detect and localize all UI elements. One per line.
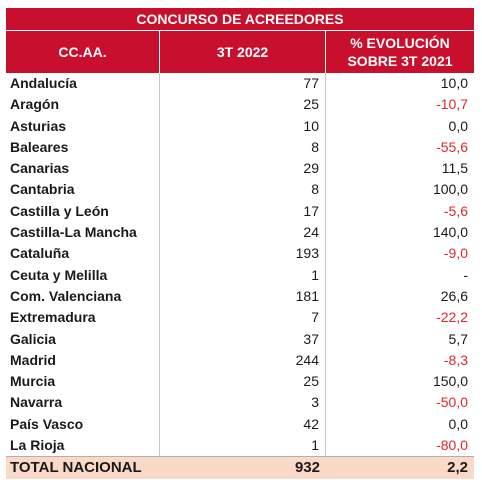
value-cell: 42 — [160, 413, 326, 436]
region-cell: Baleares — [6, 136, 160, 159]
value-cell: 77 — [160, 73, 326, 95]
value-cell: 17 — [160, 200, 326, 223]
table-row: Aragón 25 -10,7 — [6, 94, 474, 116]
insolvency-table: CONCURSO DE ACREEDORES CC.AA. 3T 2022 % … — [6, 8, 474, 480]
value-cell: 8 — [160, 136, 326, 159]
evolution-cell: -10,7 — [436, 96, 468, 113]
region-cell: Castilla-La Mancha — [6, 222, 160, 244]
evolution-cell: -8,3 — [443, 351, 468, 368]
region-cell: Murcia — [6, 371, 160, 393]
evolution-cell: -22,2 — [436, 309, 468, 326]
region-cell: Castilla y León — [6, 200, 160, 223]
value-cell: 181 — [160, 285, 326, 308]
table-row: País Vasco 42 0,0 — [6, 413, 474, 436]
header-row: CC.AA. 3T 2022 % EVOLUCIÓN SOBRE 3T 2021 — [6, 31, 474, 73]
value-cell: 8 — [160, 179, 326, 201]
region-cell: País Vasco — [6, 413, 160, 436]
value-cell: 1 — [160, 264, 326, 286]
value-cell: 7 — [160, 307, 326, 329]
evolution-cell: -9,0 — [443, 245, 468, 262]
table-row: Castilla y León 17 -5,6 — [6, 200, 474, 223]
header-evolution-line1: % EVOLUCIÓN — [350, 35, 450, 51]
table-row: Baleares 8 -55,6 — [6, 136, 474, 159]
table-row: Murcia 25 150,0 — [6, 371, 474, 393]
evolution-cell: -5,6 — [443, 202, 468, 219]
region-cell: Extremadura — [6, 307, 160, 329]
value-cell: 29 — [160, 158, 326, 180]
evolution-cell: 11,5 — [441, 160, 468, 177]
region-cell: Galicia — [6, 328, 160, 350]
value-cell: 25 — [160, 371, 326, 393]
table-row: Navarra 3 -50,0 — [6, 392, 474, 414]
value-cell: 193 — [160, 243, 326, 265]
total-evolution: 2,2 — [447, 459, 468, 477]
evolution-cell: 140,0 — [432, 224, 468, 241]
region-cell: La Rioja — [6, 435, 160, 457]
evolution-cell: 150,0 — [432, 373, 468, 390]
table-row: Asturias 10 0,0 — [6, 115, 474, 137]
table-row: Madrid 244 -8,3 — [6, 349, 474, 372]
region-cell: Cataluña — [6, 243, 160, 265]
table-row: La Rioja 1 -80,0 — [6, 435, 474, 457]
total-label: TOTAL NACIONAL — [10, 459, 142, 477]
table-row: Cataluña 193 -9,0 — [6, 243, 474, 265]
table-body: Andalucía 77 10,0 Aragón 25 -10,7 Asturias 10 0,… — [6, 73, 474, 457]
region-cell: Com. Valenciana — [6, 285, 160, 308]
evolution-cell: 26,6 — [440, 287, 468, 304]
evolution-cell: -80,0 — [436, 437, 468, 454]
value-cell: 24 — [160, 222, 326, 244]
total-row: TOTAL NACIONAL 932 2,2 — [6, 456, 474, 480]
value-cell: 37 — [160, 328, 326, 350]
region-cell: Madrid — [6, 349, 160, 372]
evolution-cell: 0,0 — [448, 415, 468, 432]
value-cell: 1 — [160, 435, 326, 457]
value-cell: 3 — [160, 392, 326, 414]
evolution-cell: - — [463, 266, 468, 283]
table-row: Com. Valenciana 181 26,6 — [6, 285, 474, 308]
table-title: CONCURSO DE ACREEDORES — [6, 8, 474, 31]
header-period: 3T 2022 — [160, 31, 326, 73]
table-row: Castilla-La Mancha 24 140,0 — [6, 222, 474, 244]
region-cell: Navarra — [6, 392, 160, 414]
region-cell: Andalucía — [6, 73, 160, 95]
table-row: Ceuta y Melilla 1 - — [6, 264, 474, 286]
value-cell: 244 — [160, 349, 326, 372]
region-cell: Ceuta y Melilla — [6, 264, 160, 286]
evolution-cell: -50,0 — [436, 394, 468, 411]
evolution-cell: 0,0 — [448, 117, 468, 134]
value-cell: 25 — [160, 94, 326, 116]
region-cell: Asturias — [6, 115, 160, 137]
table-row: Andalucía 77 10,0 — [6, 73, 474, 95]
table-row: Canarias 29 11,5 — [6, 158, 474, 180]
table-row: Galicia 37 5,7 — [6, 328, 474, 350]
evolution-cell: 100,0 — [432, 181, 468, 198]
value-cell: 10 — [160, 115, 326, 137]
evolution-cell: 5,7 — [448, 330, 468, 347]
header-region: CC.AA. — [6, 31, 160, 73]
region-cell: Aragón — [6, 94, 160, 116]
evolution-cell: -55,6 — [436, 138, 468, 155]
region-cell: Cantabria — [6, 179, 160, 201]
header-evolution: % EVOLUCIÓN SOBRE 3T 2021 — [326, 31, 474, 73]
region-cell: Canarias — [6, 158, 160, 180]
header-evolution-line2: SOBRE 3T 2021 — [347, 53, 453, 69]
evolution-cell: 10,0 — [440, 75, 468, 91]
table-row: Cantabria 8 100,0 — [6, 179, 474, 201]
table-row: Extremadura 7 -22,2 — [6, 307, 474, 329]
total-value: 932 — [294, 459, 320, 477]
